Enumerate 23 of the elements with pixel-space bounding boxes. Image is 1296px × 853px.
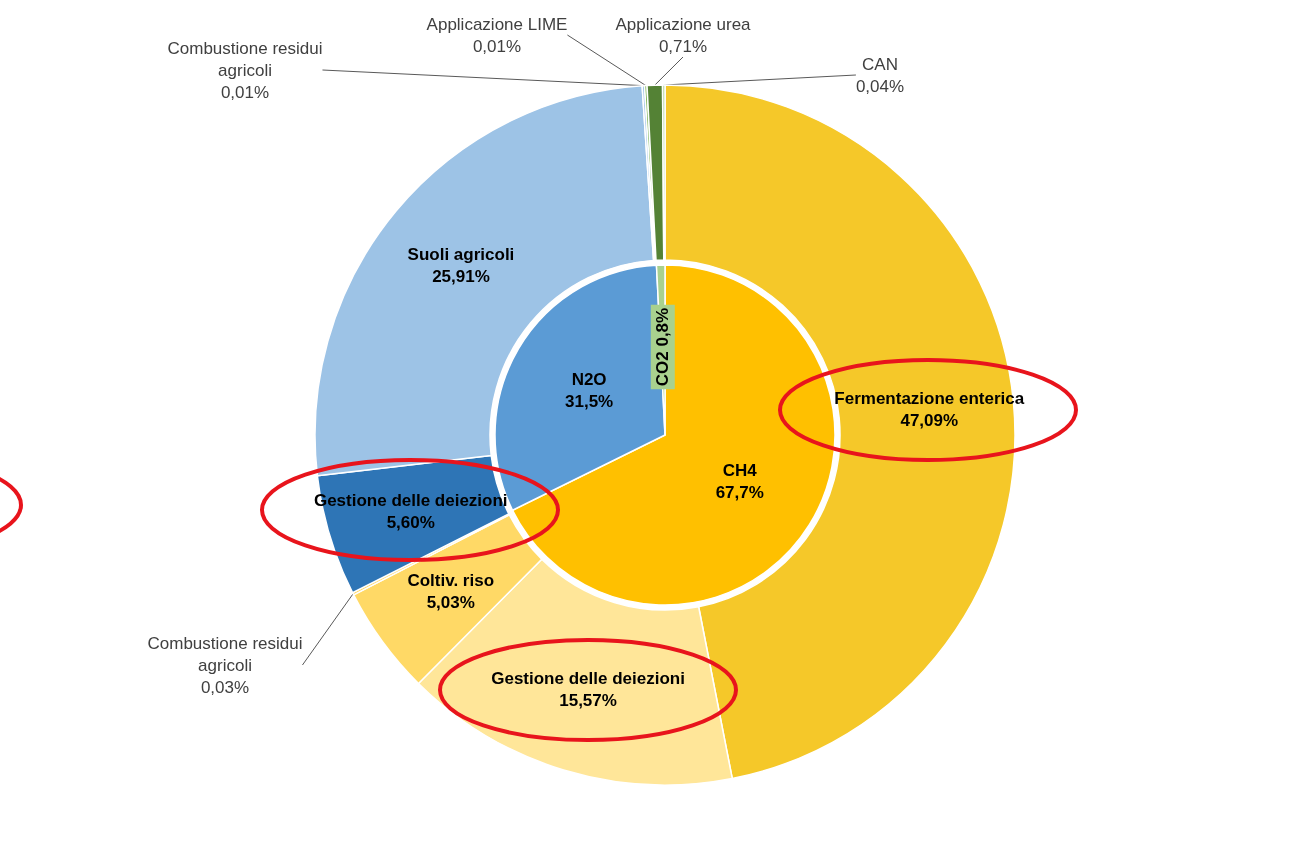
data-label: 0,01% <box>472 36 522 56</box>
slice-label: Applicazione LIME <box>426 14 568 34</box>
data-label: 0,04% <box>855 76 905 96</box>
slice-label: Combustione residui agricoli <box>147 633 303 675</box>
data-label: 0,01% <box>220 82 270 102</box>
slice-label: Combustione residui agricoli <box>167 38 323 80</box>
slice-label: Coltiv. riso <box>407 571 495 591</box>
data-label: 31,5% <box>565 391 614 411</box>
slice-label: CAN <box>862 54 898 74</box>
data-label: 47,09% <box>900 410 959 430</box>
data-label: 0,71% <box>658 36 708 56</box>
slice-label: Suoli agricoli <box>407 244 515 264</box>
data-label: 5,03% <box>426 593 475 613</box>
slice-label: N2O <box>571 369 607 389</box>
data-label: 0,03% <box>200 677 250 697</box>
slice-label: CO2 0,8% <box>653 307 673 387</box>
data-label: 15,57% <box>559 690 617 710</box>
data-label: 5,60% <box>386 512 435 532</box>
slice-label: Applicazione urea <box>615 14 752 34</box>
slice-label: CH4 <box>722 460 758 480</box>
data-label: 25,91% <box>432 266 490 286</box>
data-label: 67,7% <box>715 482 764 502</box>
slice-label: Gestione delle deiezioni <box>491 668 685 688</box>
